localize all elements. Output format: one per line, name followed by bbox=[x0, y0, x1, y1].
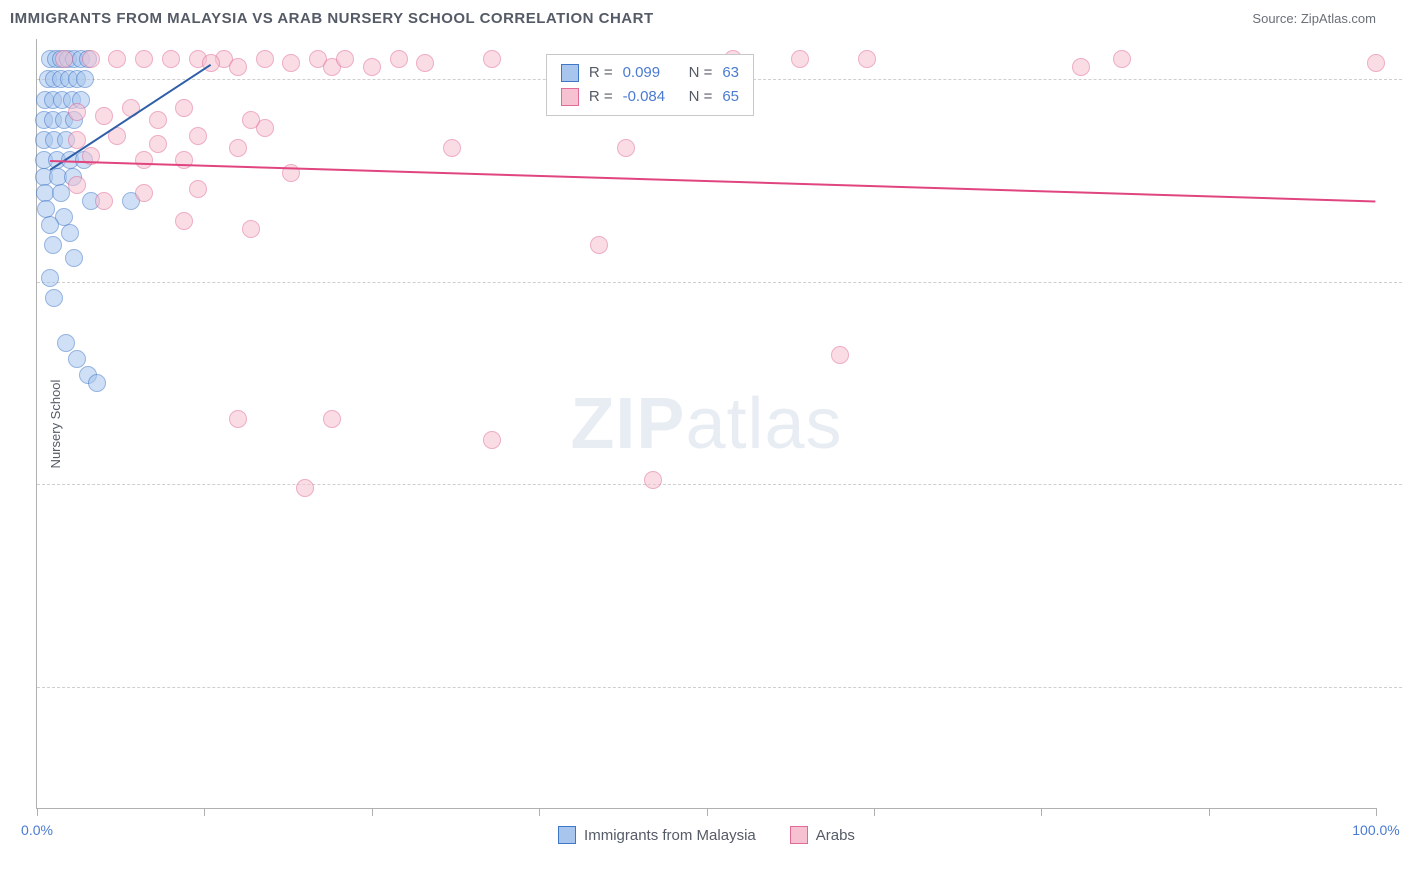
data-point-arabs bbox=[175, 151, 193, 169]
data-point-arabs bbox=[256, 50, 274, 68]
data-point-arabs bbox=[483, 431, 501, 449]
data-point-arabs bbox=[95, 192, 113, 210]
stat-r-value: 0.099 bbox=[623, 61, 679, 85]
data-point-arabs bbox=[1072, 58, 1090, 76]
x-tick bbox=[707, 808, 708, 816]
gridline-h bbox=[37, 484, 1402, 485]
legend-swatch-icon bbox=[561, 88, 579, 106]
watermark-zip: ZIP bbox=[570, 384, 685, 464]
trend-line-arabs bbox=[50, 160, 1376, 202]
watermark: ZIPatlas bbox=[570, 383, 842, 465]
stat-r-label: R = bbox=[589, 61, 613, 85]
data-point-malaysia bbox=[65, 249, 83, 267]
data-point-arabs bbox=[282, 54, 300, 72]
x-tick bbox=[539, 808, 540, 816]
data-point-malaysia bbox=[57, 334, 75, 352]
legend-swatch-icon bbox=[561, 64, 579, 82]
data-point-arabs bbox=[443, 139, 461, 157]
stats-legend-row: R = -0.084 N = 65 bbox=[561, 85, 739, 109]
data-point-arabs bbox=[416, 54, 434, 72]
data-point-arabs bbox=[363, 58, 381, 76]
chart-title: IMMIGRANTS FROM MALAYSIA VS ARAB NURSERY… bbox=[10, 10, 654, 27]
stat-n-value: 65 bbox=[722, 85, 739, 109]
data-point-arabs bbox=[1367, 54, 1385, 72]
data-point-arabs bbox=[791, 50, 809, 68]
data-point-arabs bbox=[644, 471, 662, 489]
data-point-arabs bbox=[483, 50, 501, 68]
data-point-arabs bbox=[858, 50, 876, 68]
x-tick-label: 0.0% bbox=[21, 822, 53, 838]
data-point-arabs bbox=[149, 135, 167, 153]
stats-legend: R = 0.099 N = 63 R = -0.084 N = 65 bbox=[546, 54, 754, 116]
data-point-malaysia bbox=[37, 200, 55, 218]
data-point-arabs bbox=[175, 99, 193, 117]
data-point-arabs bbox=[296, 479, 314, 497]
x-tick bbox=[874, 808, 875, 816]
data-point-arabs bbox=[1113, 50, 1131, 68]
data-point-malaysia bbox=[44, 236, 62, 254]
data-point-malaysia bbox=[61, 224, 79, 242]
stat-n-label: N = bbox=[689, 61, 713, 85]
data-point-arabs bbox=[162, 50, 180, 68]
x-tick bbox=[1209, 808, 1210, 816]
data-point-arabs bbox=[55, 50, 73, 68]
data-point-arabs bbox=[229, 139, 247, 157]
data-point-malaysia bbox=[41, 269, 59, 287]
source-attribution: Source: ZipAtlas.com bbox=[1252, 11, 1376, 26]
data-point-arabs bbox=[189, 180, 207, 198]
data-point-malaysia bbox=[68, 350, 86, 368]
data-point-arabs bbox=[95, 107, 113, 125]
data-point-arabs bbox=[229, 58, 247, 76]
legend-swatch-icon bbox=[790, 826, 808, 844]
data-point-malaysia bbox=[76, 70, 94, 88]
data-point-arabs bbox=[323, 410, 341, 428]
stat-n-label: N = bbox=[689, 85, 713, 109]
data-point-arabs bbox=[68, 103, 86, 121]
legend-label: Immigrants from Malaysia bbox=[584, 827, 756, 844]
data-point-arabs bbox=[189, 127, 207, 145]
y-axis-label: Nursery School bbox=[48, 379, 63, 468]
legend-swatch-icon bbox=[558, 826, 576, 844]
data-point-arabs bbox=[242, 220, 260, 238]
data-point-arabs bbox=[336, 50, 354, 68]
data-point-malaysia bbox=[88, 374, 106, 392]
x-tick bbox=[1041, 808, 1042, 816]
data-point-malaysia bbox=[45, 289, 63, 307]
correlation-chart: Nursery School ZIPatlas Immigrants from … bbox=[36, 39, 1376, 809]
data-point-arabs bbox=[831, 346, 849, 364]
stat-r-value: -0.084 bbox=[623, 85, 679, 109]
gridline-h bbox=[37, 687, 1402, 688]
data-point-arabs bbox=[68, 176, 86, 194]
data-point-arabs bbox=[149, 111, 167, 129]
source-value: ZipAtlas.com bbox=[1301, 11, 1376, 26]
watermark-atlas: atlas bbox=[685, 384, 842, 464]
series-legend: Immigrants from Malaysia Arabs bbox=[37, 826, 1376, 844]
stat-n-value: 63 bbox=[722, 61, 739, 85]
data-point-arabs bbox=[229, 410, 247, 428]
x-tick bbox=[37, 808, 38, 816]
data-point-arabs bbox=[82, 50, 100, 68]
data-point-arabs bbox=[175, 212, 193, 230]
data-point-arabs bbox=[135, 184, 153, 202]
gridline-h bbox=[37, 282, 1402, 283]
source-label: Source: bbox=[1252, 11, 1297, 26]
legend-item-arabs: Arabs bbox=[790, 826, 855, 844]
data-point-arabs bbox=[135, 151, 153, 169]
x-tick bbox=[372, 808, 373, 816]
x-tick bbox=[1376, 808, 1377, 816]
x-tick bbox=[204, 808, 205, 816]
data-point-arabs bbox=[135, 50, 153, 68]
stats-legend-row: R = 0.099 N = 63 bbox=[561, 61, 739, 85]
data-point-malaysia bbox=[41, 216, 59, 234]
legend-label: Arabs bbox=[816, 827, 855, 844]
data-point-arabs bbox=[617, 139, 635, 157]
data-point-arabs bbox=[108, 50, 126, 68]
data-point-arabs bbox=[590, 236, 608, 254]
data-point-arabs bbox=[242, 111, 260, 129]
legend-item-malaysia: Immigrants from Malaysia bbox=[558, 826, 756, 844]
x-tick-label: 100.0% bbox=[1352, 822, 1399, 838]
data-point-arabs bbox=[390, 50, 408, 68]
stat-r-label: R = bbox=[589, 85, 613, 109]
